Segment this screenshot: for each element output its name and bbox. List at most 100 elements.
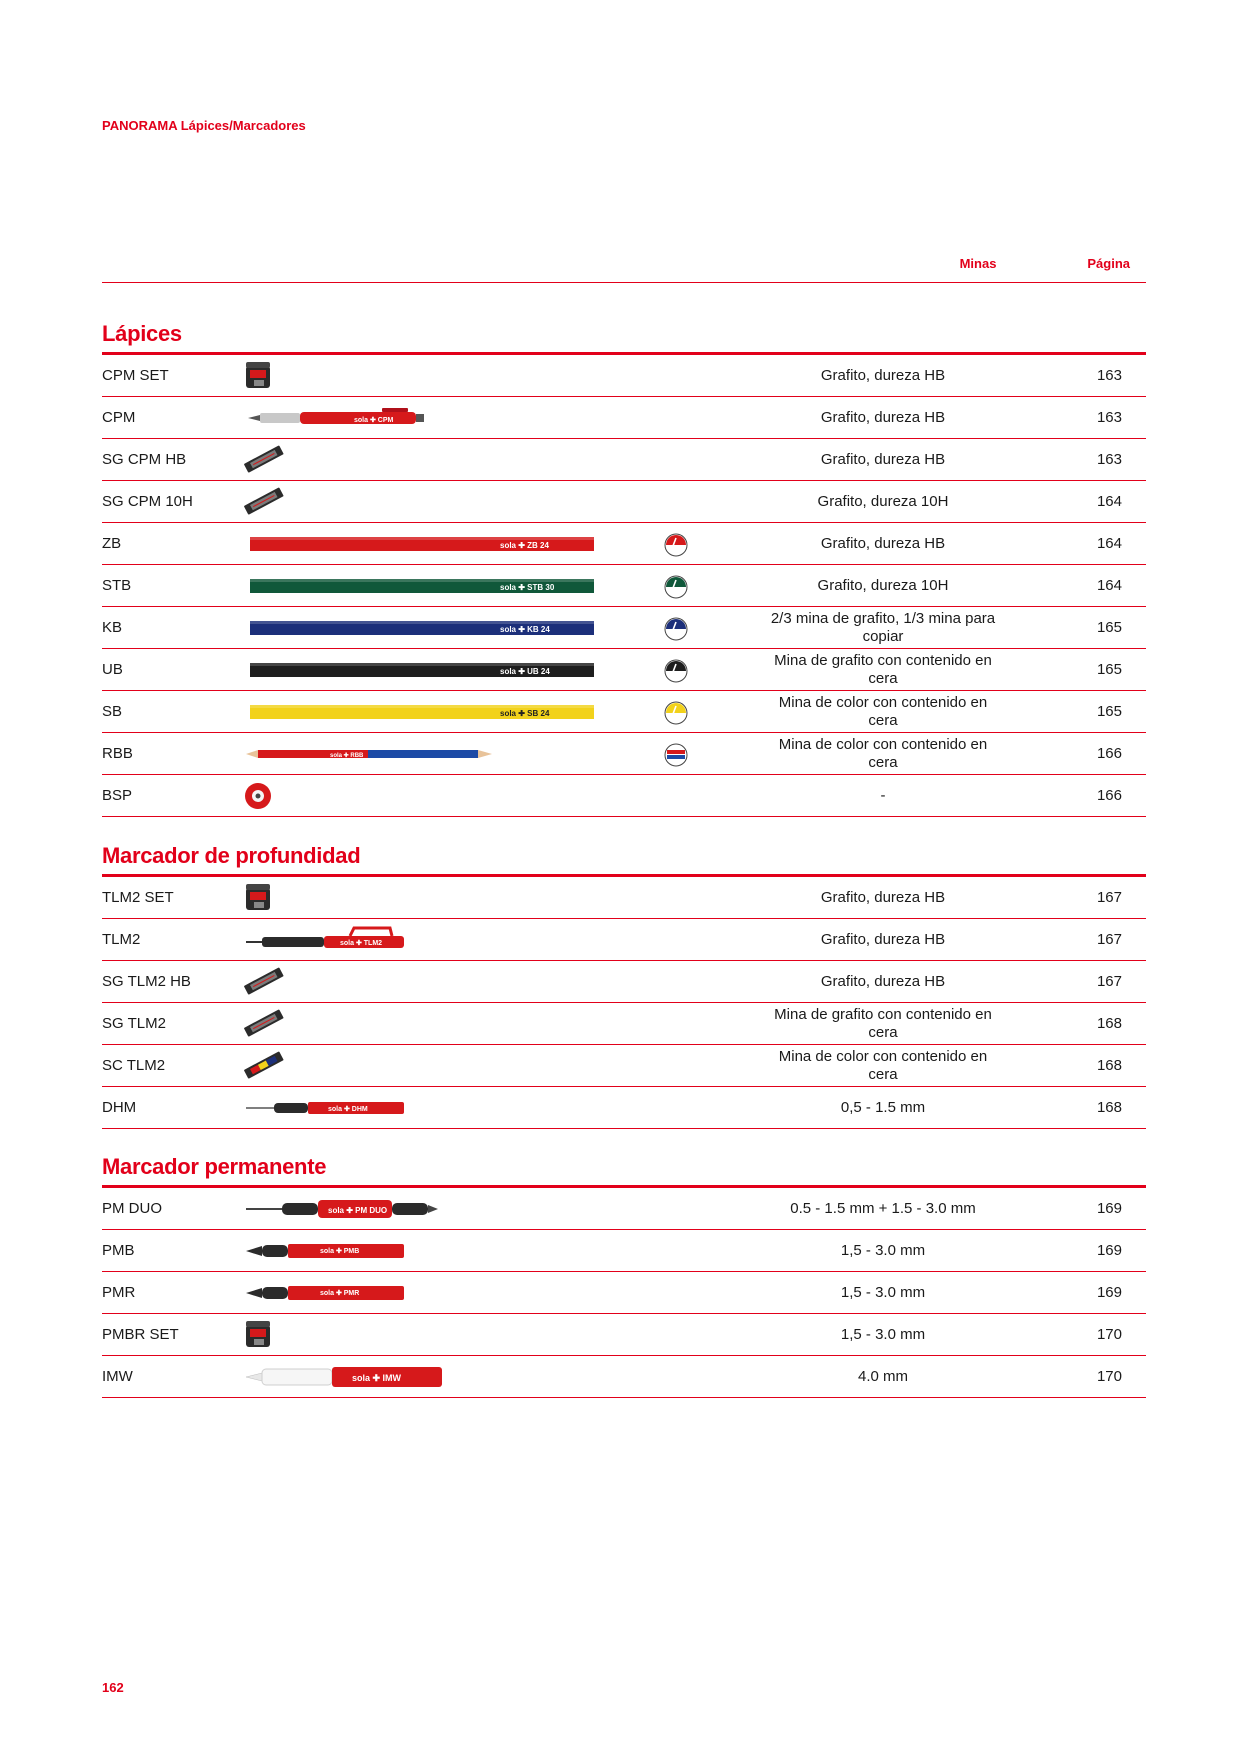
- product-name: BSP: [102, 787, 133, 804]
- lead-symbol-icon: [664, 575, 688, 599]
- product-minas: -: [880, 787, 886, 804]
- product-image: sola ✚ UB 24: [242, 650, 594, 690]
- product-name: TLM2: [102, 931, 141, 948]
- product-image: sola ✚ PMR: [242, 1273, 502, 1313]
- product-row: IMW sola ✚ IMW 4.0 mm 170: [102, 1357, 1146, 1398]
- product-row: CPM sola ✚ CPM Grafito, dureza HB 163: [102, 398, 1146, 439]
- product-row: SB sola ✚ SB 24 Mina de color con contenid…: [102, 692, 1146, 733]
- column-header: Minas Página: [102, 256, 1146, 283]
- product-image: sola ✚ IMW: [242, 1357, 502, 1397]
- product-name: SC TLM2: [102, 1057, 166, 1074]
- product-page[interactable]: 168: [1096, 1057, 1122, 1074]
- product-minas: Grafito, dureza HB: [820, 889, 946, 906]
- product-row: PM DUO sola ✚ PM DUO 0.5 - 1.5 mm + 1.5 - …: [102, 1189, 1146, 1230]
- breadcrumb: PANORAMA Lápices/Marcadores: [102, 118, 306, 133]
- product-page[interactable]: 165: [1096, 703, 1122, 720]
- product-page[interactable]: 164: [1096, 535, 1122, 552]
- section-2: Marcador permanente PM DUO sola ✚ PM DUO 0.…: [102, 1149, 1146, 1398]
- product-page[interactable]: 169: [1096, 1284, 1122, 1301]
- svg-text:sola ✚ PMB: sola ✚ PMB: [320, 1247, 359, 1255]
- product-page[interactable]: 163: [1096, 367, 1122, 384]
- product-minas: 1,5 - 3.0 mm: [840, 1326, 926, 1343]
- product-minas: Mina de grafito con contenido en cera: [774, 1006, 992, 1041]
- section-title: Marcador de profundidad: [102, 838, 1146, 877]
- product-row: CPM SET Grafito, dureza HB 163: [102, 356, 1146, 397]
- product-name: SG TLM2: [102, 1015, 166, 1032]
- product-row: PMR sola ✚ PMR 1,5 - 3.0 mm 169: [102, 1273, 1146, 1314]
- product-minas: Grafito, dureza HB: [820, 973, 946, 990]
- product-name: SG CPM 10H: [102, 493, 193, 510]
- product-minas: Mina de color con contenido en cera: [778, 736, 988, 771]
- svg-text:sola ✚ STB 30: sola ✚ STB 30: [500, 583, 555, 592]
- product-name: CPM: [102, 409, 136, 426]
- svg-text:sola ✚ SB 24: sola ✚ SB 24: [500, 709, 550, 718]
- product-row: STB sola ✚ STB 30 Grafito, dureza 10H 164: [102, 566, 1146, 607]
- product-minas: 1,5 - 3.0 mm: [840, 1242, 926, 1259]
- svg-text:sola ✚ DHM: sola ✚ DHM: [328, 1105, 368, 1113]
- lead-symbol-icon: [664, 659, 688, 683]
- product-minas: Grafito, dureza HB: [820, 451, 946, 468]
- product-page[interactable]: 165: [1096, 661, 1122, 678]
- product-page[interactable]: 163: [1096, 409, 1122, 426]
- product-row: PMBR SET 1,5 - 3.0 mm 170: [102, 1315, 1146, 1356]
- svg-text:sola ✚ RBB: sola ✚ RBB: [330, 752, 364, 759]
- product-minas: Grafito, dureza HB: [820, 535, 946, 552]
- lead-symbol-icon: [664, 701, 688, 725]
- product-page[interactable]: 167: [1096, 973, 1122, 990]
- product-page[interactable]: 166: [1096, 745, 1122, 762]
- product-minas: Mina de grafito con contenido en cera: [774, 652, 992, 687]
- svg-text:sola ✚ TLM2: sola ✚ TLM2: [340, 939, 382, 947]
- column-pagina: Página: [1087, 256, 1130, 271]
- product-name: IMW: [102, 1368, 133, 1385]
- product-page[interactable]: 169: [1096, 1200, 1122, 1217]
- product-minas: 0,5 - 1.5 mm: [840, 1099, 926, 1116]
- svg-text:sola ✚ PM DUO: sola ✚ PM DUO: [328, 1206, 387, 1215]
- product-page[interactable]: 167: [1096, 931, 1122, 948]
- product-page[interactable]: 170: [1096, 1368, 1122, 1385]
- product-page[interactable]: 166: [1096, 787, 1122, 804]
- product-name: PMR: [102, 1284, 136, 1301]
- product-minas: Mina de color con contenido en cera: [778, 1048, 988, 1083]
- product-minas: Grafito, dureza 10H: [817, 493, 949, 510]
- product-row: RBB sola ✚ RBB Mina de color con contenido…: [102, 734, 1146, 775]
- svg-text:sola ✚ PMR: sola ✚ PMR: [320, 1289, 359, 1297]
- product-image: sola ✚ RBB: [242, 734, 502, 774]
- svg-text:sola ✚ UB 24: sola ✚ UB 24: [500, 667, 550, 676]
- product-row: SG TLM2 HB Grafito, dureza HB 167: [102, 962, 1146, 1003]
- product-page[interactable]: 168: [1096, 1099, 1122, 1116]
- product-name: DHM: [102, 1099, 137, 1116]
- product-minas: 2/3 mina de grafito, 1/3 mina para copia…: [770, 610, 996, 645]
- product-page[interactable]: 165: [1096, 619, 1122, 636]
- product-name: RBB: [102, 745, 133, 762]
- product-minas: Mina de color con contenido en cera: [778, 694, 988, 729]
- product-image: [242, 440, 502, 480]
- section-title: Lápices: [102, 316, 1146, 355]
- section-1: Marcador de profundidad TLM2 SET Grafito, …: [102, 838, 1146, 1129]
- product-page[interactable]: 168: [1096, 1015, 1122, 1032]
- product-image: sola ✚ KB 24: [242, 608, 594, 648]
- product-name: CPM SET: [102, 367, 169, 384]
- product-page[interactable]: 164: [1096, 577, 1122, 594]
- product-row: UB sola ✚ UB 24 Mina de grafito con conten…: [102, 650, 1146, 691]
- product-image: [242, 482, 502, 522]
- product-image: [242, 1046, 502, 1086]
- product-image: [242, 356, 502, 396]
- product-name: SG TLM2 HB: [102, 973, 191, 990]
- product-page[interactable]: 169: [1096, 1242, 1122, 1259]
- product-name: PMBR SET: [102, 1326, 179, 1343]
- column-minas: Minas: [959, 256, 997, 271]
- page-number: 162: [102, 1680, 124, 1695]
- product-minas: 4.0 mm: [857, 1368, 908, 1385]
- product-page[interactable]: 170: [1096, 1326, 1122, 1343]
- lead-symbol-icon: [664, 617, 688, 641]
- section-0: Lápices CPM SET Grafito, dureza HB 163 CPM so…: [102, 316, 1146, 817]
- product-name: UB: [102, 661, 123, 678]
- product-row: ZB sola ✚ ZB 24 Grafito, dureza HB 164: [102, 524, 1146, 565]
- product-row: KB sola ✚ KB 24 2/3 mina de grafito, 1/3 m…: [102, 608, 1146, 649]
- product-page[interactable]: 164: [1096, 493, 1122, 510]
- product-row: DHM sola ✚ DHM 0,5 - 1.5 mm 168: [102, 1088, 1146, 1129]
- product-minas: Grafito, dureza 10H: [817, 577, 949, 594]
- product-page[interactable]: 167: [1096, 889, 1122, 906]
- product-image: sola ✚ STB 30: [242, 566, 594, 606]
- product-page[interactable]: 163: [1096, 451, 1122, 468]
